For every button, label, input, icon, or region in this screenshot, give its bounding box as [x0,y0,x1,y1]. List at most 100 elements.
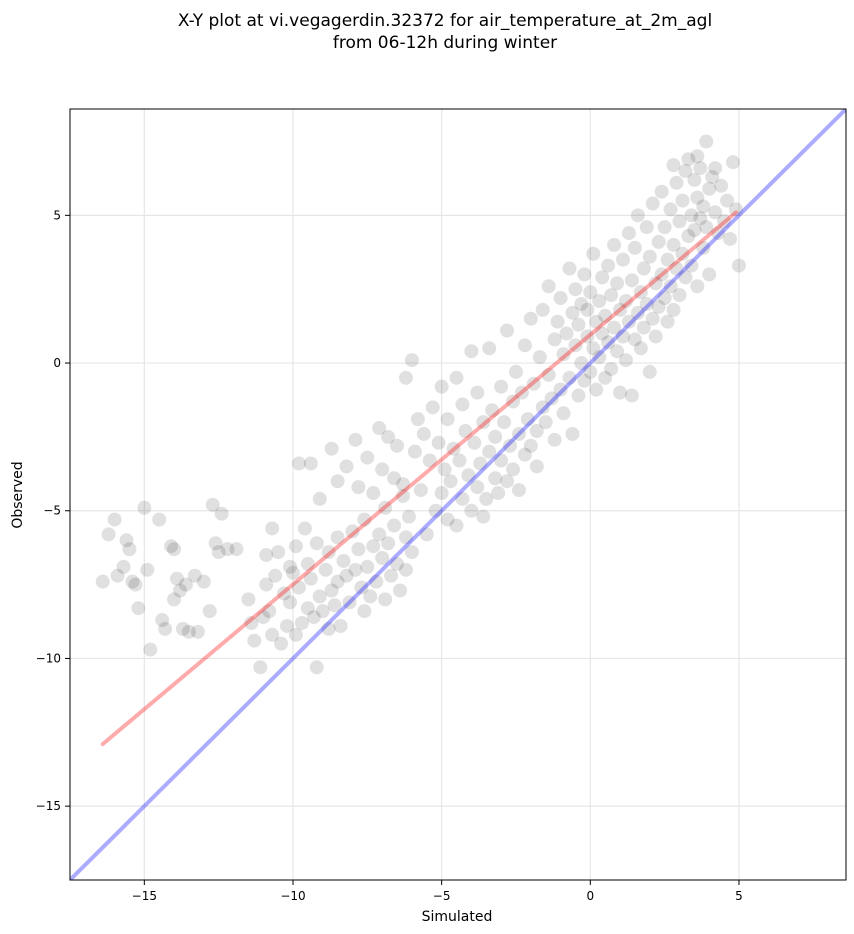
data-point [503,438,518,453]
data-point [583,285,598,300]
data-point [265,627,280,642]
data-point [375,551,390,566]
data-point [152,512,167,527]
data-point [556,406,571,421]
data-point [476,509,491,524]
data-point [514,385,529,400]
data-point [321,545,336,560]
data-point [731,258,746,273]
data-point [288,627,303,642]
data-point [636,320,651,335]
x-tick-label: −10 [280,889,305,903]
data-point [419,527,434,542]
data-point [196,574,211,589]
data-point [547,332,562,347]
data-point [330,474,345,489]
data-point [291,580,306,595]
data-point [354,580,369,595]
data-point [687,172,702,187]
data-point [339,568,354,583]
data-point [449,370,464,385]
data-point [274,636,289,651]
data-point [508,364,523,379]
data-point [208,536,223,551]
data-point [535,302,550,317]
data-point [663,202,678,217]
data-point [589,314,604,329]
data-point [624,388,639,403]
data-point [648,329,663,344]
data-point [627,332,642,347]
data-point [675,246,690,261]
data-point [708,205,723,220]
data-point [395,477,410,492]
data-point [660,252,675,267]
data-point [101,527,116,542]
data-point [131,601,146,616]
data-point [482,444,497,459]
data-point [639,220,654,235]
data-point [393,583,408,598]
data-point [571,388,586,403]
data-point [167,542,182,557]
data-point [553,382,568,397]
data-point [404,545,419,560]
y-tick-label: −5 [43,504,61,518]
x-axis-label: Simulated [422,909,493,925]
data-point [303,456,318,471]
data-point [137,500,152,515]
data-point [607,237,622,252]
data-point [190,624,205,639]
data-point [202,604,217,619]
data-point [526,376,541,391]
identity-line [70,109,846,880]
data-point [595,270,610,285]
data-point [437,462,452,477]
data-point [300,601,315,616]
data-point [577,267,592,282]
data-point [324,441,339,456]
data-point [229,542,244,557]
data-point [642,249,657,264]
data-point [110,568,125,583]
data-point [610,344,625,359]
data-point [283,595,298,610]
reference-lines [70,109,846,880]
data-point [544,391,559,406]
data-point [604,361,619,376]
data-point [306,610,321,625]
data-point [387,518,402,533]
data-point [651,299,666,314]
data-point [455,491,470,506]
data-point [116,559,131,574]
data-point [633,285,648,300]
data-point [586,341,601,356]
data-point [500,323,515,338]
data-point [511,426,526,441]
data-point [416,426,431,441]
data-point [708,161,723,176]
data-point [366,486,381,501]
chart-title-line1: X-Y plot at vi.vegagerdin.32372 for air_… [178,11,712,31]
data-point [381,536,396,551]
x-tick-label: −5 [433,889,451,903]
data-point [687,223,702,238]
data-point [488,429,503,444]
data-point [297,521,312,536]
data-point [657,291,672,306]
y-tick-label: 5 [53,208,61,222]
data-point [672,288,687,303]
data-point [398,370,413,385]
data-point [211,545,226,560]
data-point [517,447,532,462]
data-point [413,483,428,498]
data-point [384,568,399,583]
data-point [577,373,592,388]
data-point [636,261,651,276]
data-point [613,385,628,400]
data-point [583,364,598,379]
data-point [128,577,143,592]
data-point [494,453,509,468]
data-point [348,562,363,577]
data-point [378,500,393,515]
